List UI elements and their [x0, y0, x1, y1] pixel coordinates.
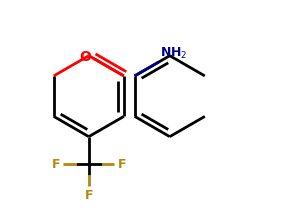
Text: F: F [52, 158, 60, 171]
Text: F: F [117, 158, 126, 171]
Text: F: F [85, 189, 93, 202]
Text: NH$_2$: NH$_2$ [160, 46, 187, 61]
Text: O: O [79, 50, 91, 64]
